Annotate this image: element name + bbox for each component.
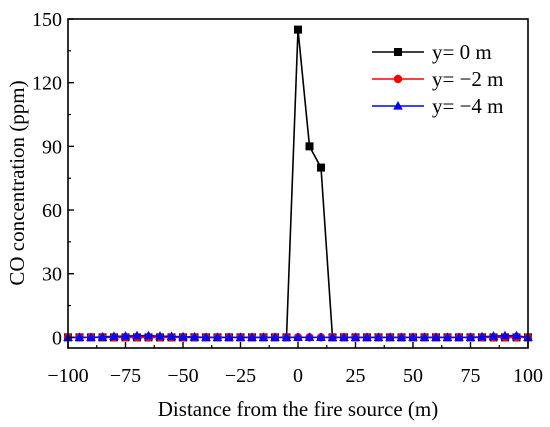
legend-label: y= −4 m — [432, 94, 504, 118]
data-point — [293, 332, 303, 341]
y-tick-label: 60 — [42, 200, 62, 222]
data-point — [465, 332, 476, 341]
data-point — [316, 332, 326, 341]
data-point — [454, 332, 464, 341]
data-point — [317, 163, 325, 172]
data-point — [488, 331, 499, 340]
data-point — [143, 330, 154, 340]
y-tick-label: 150 — [32, 9, 62, 31]
data-point — [294, 25, 302, 34]
legend-marker — [393, 101, 403, 110]
x-tick-label: −50 — [167, 365, 198, 387]
y-tick-label: 90 — [42, 136, 62, 158]
data-point — [281, 332, 292, 341]
data-point — [339, 332, 349, 341]
data-point — [362, 332, 372, 341]
x-tick-label: 0 — [293, 365, 303, 387]
data-point — [385, 332, 395, 341]
y-tick-label: 30 — [42, 264, 62, 286]
legend-item: y= −2 m — [372, 67, 504, 91]
data-point — [132, 330, 142, 340]
series-2 — [63, 330, 533, 341]
x-tick-label: 50 — [403, 365, 423, 387]
legend-label: y= 0 m — [432, 40, 492, 64]
x-tick-label: 25 — [346, 365, 366, 387]
y-tick-label: 0 — [52, 327, 62, 349]
data-point — [74, 332, 85, 341]
data-point — [477, 331, 487, 341]
legend-marker — [394, 48, 402, 56]
data-point — [500, 330, 510, 340]
data-point — [431, 332, 441, 341]
legend: y= 0 m y= −2 m y= −4 m — [372, 40, 504, 118]
data-point — [396, 332, 407, 341]
data-point — [86, 332, 96, 341]
x-tick-label: 75 — [461, 365, 481, 387]
data-point — [155, 331, 165, 340]
x-tick-label: −25 — [225, 365, 256, 387]
legend-label: y= −2 m — [432, 67, 504, 91]
data-point — [327, 332, 338, 341]
data-point — [166, 331, 177, 340]
data-point — [258, 332, 269, 341]
data-point — [109, 331, 119, 340]
legend-item: y= 0 m — [372, 40, 492, 64]
data-point — [235, 332, 246, 341]
data-point — [373, 332, 384, 341]
data-point — [97, 331, 108, 341]
data-point — [224, 332, 234, 341]
data-point — [511, 330, 522, 340]
x-tick-label: 100 — [513, 365, 543, 387]
x-axis: −100 −75 −50 −25 0 25 50 75 100 — [47, 342, 543, 387]
data-point — [212, 332, 223, 341]
x-tick-label: −100 — [47, 365, 88, 387]
data-point — [442, 332, 453, 341]
plot-area — [63, 25, 533, 342]
data-point — [304, 332, 315, 341]
data-point — [120, 331, 131, 340]
data-point — [419, 332, 430, 341]
data-point — [247, 332, 257, 341]
data-point — [270, 332, 280, 341]
legend-marker — [393, 74, 403, 84]
data-point — [350, 332, 361, 341]
y-axis-title: CO concentration (ppm) — [5, 80, 29, 285]
data-point — [178, 331, 188, 341]
y-axis: 0 30 60 90 120 150 — [32, 9, 74, 349]
data-point — [201, 332, 211, 341]
data-point — [189, 331, 200, 341]
x-tick-label: −75 — [110, 365, 141, 387]
data-point — [408, 332, 418, 341]
legend-item: y= −4 m — [372, 94, 504, 118]
x-axis-title: Distance from the fire source (m) — [158, 397, 438, 421]
y-tick-label: 120 — [32, 73, 62, 95]
data-point — [305, 142, 314, 151]
